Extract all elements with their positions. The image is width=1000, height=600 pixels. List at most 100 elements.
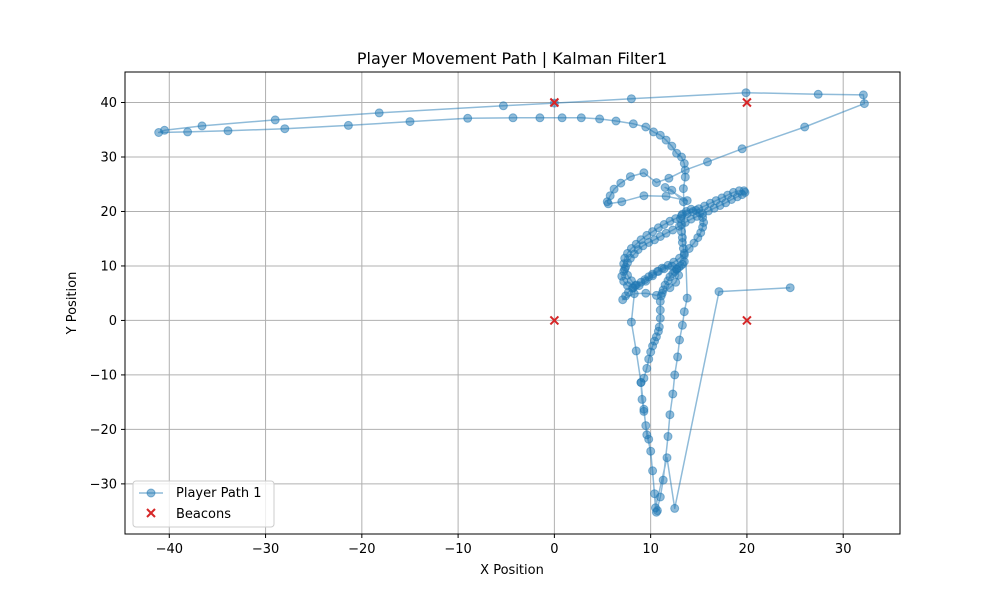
player-path-point xyxy=(626,317,636,327)
player-path-point xyxy=(741,88,751,98)
player-path-point xyxy=(649,127,658,137)
player-path-point xyxy=(648,466,658,476)
legend-label-player-path: Player Path 1 xyxy=(176,486,262,501)
y-tick-label: −20 xyxy=(90,423,117,438)
player-path-point xyxy=(651,178,661,188)
player-path-point xyxy=(800,122,810,132)
player-path-point xyxy=(675,335,684,345)
chart-title: Player Movement Path | Kalman Filter1 xyxy=(357,49,667,68)
x-tick-label: −40 xyxy=(156,542,183,557)
y-tick-label: −30 xyxy=(90,477,117,492)
player-path-point xyxy=(374,108,384,118)
player-path-point xyxy=(631,346,641,356)
player-path-point xyxy=(670,503,680,513)
series-layer xyxy=(154,88,869,517)
player-path-point xyxy=(618,295,628,305)
player-path-point xyxy=(603,199,613,209)
x-tick-label: 0 xyxy=(550,542,558,557)
player-path-point xyxy=(183,127,193,137)
player-path-point xyxy=(343,120,353,130)
player-path-point xyxy=(667,141,677,151)
player-path-point xyxy=(673,352,683,362)
player-path-point xyxy=(858,90,868,100)
legend: Player Path 1 Beacons xyxy=(132,480,275,528)
player-path-point xyxy=(661,135,671,145)
beacon-marker xyxy=(549,315,560,326)
player-path-point xyxy=(628,119,638,129)
player-path-point xyxy=(668,225,678,235)
player-path-point xyxy=(661,191,671,201)
player-path-point xyxy=(280,124,290,134)
player-path-point xyxy=(737,144,747,154)
player-path-point xyxy=(663,432,673,441)
x-axis-title: X Position xyxy=(480,563,544,578)
player-path-point xyxy=(670,370,680,380)
player-path-point xyxy=(609,184,619,194)
player-path-point xyxy=(679,307,689,317)
player-path-point xyxy=(639,404,649,414)
player-path-point xyxy=(677,320,687,330)
player-path-point xyxy=(625,172,635,182)
player-path-point xyxy=(680,165,690,175)
player-path-point xyxy=(813,89,823,99)
player-path-point xyxy=(642,430,652,440)
player-path-point xyxy=(678,184,688,194)
player-path-point xyxy=(626,94,636,104)
player-path-point xyxy=(785,283,795,293)
player-path-point xyxy=(463,113,473,123)
player-path-point xyxy=(665,283,675,293)
player-path-point xyxy=(658,475,668,485)
beacon-marker xyxy=(742,315,752,326)
x-tick-label: 30 xyxy=(835,542,852,557)
player-path-point xyxy=(655,305,665,315)
player-path-point xyxy=(641,276,651,286)
player-path-point xyxy=(665,410,675,420)
beacon-marker xyxy=(549,97,560,108)
y-tick-label: 20 xyxy=(100,205,117,220)
player-path-point xyxy=(667,261,677,271)
ticks: −40 −30 −20 −10 0 10 20 30 −30 −20 −10 0 10 20 30 40 xyxy=(90,96,852,557)
player-path-point xyxy=(557,113,567,123)
legend-marker-swatch xyxy=(146,488,156,498)
player-path-point xyxy=(617,197,627,207)
player-path-point xyxy=(508,113,518,123)
x-tick-label: −10 xyxy=(444,542,471,557)
player-path-point xyxy=(641,421,651,431)
player-path-point xyxy=(662,453,672,463)
player-path-point xyxy=(641,288,651,298)
player-path-point xyxy=(648,271,658,281)
player-path-point xyxy=(672,148,682,158)
y-tick-label: 10 xyxy=(100,259,117,274)
player-path-point xyxy=(616,178,626,188)
x-tick-label: −20 xyxy=(348,542,375,557)
player-path-point xyxy=(576,113,586,123)
player-path-point xyxy=(595,114,605,124)
player-path-point xyxy=(270,115,280,125)
player-path-point xyxy=(223,126,233,136)
player-path-point xyxy=(667,185,677,195)
player-path-point xyxy=(405,117,415,127)
y-tick-label: 40 xyxy=(100,96,117,111)
y-tick-label: 30 xyxy=(100,150,117,165)
player-path-point xyxy=(498,101,508,111)
player-path-point xyxy=(703,157,712,167)
x-tick-label: 10 xyxy=(642,542,659,557)
y-tick-label: 0 xyxy=(109,314,117,329)
player-path-point xyxy=(655,313,665,323)
y-tick-label: −10 xyxy=(90,368,117,383)
player-path-point xyxy=(657,288,667,298)
player-path-point xyxy=(651,507,661,517)
beacon-marker xyxy=(742,97,752,108)
player-path-point xyxy=(160,125,169,135)
player-path-point xyxy=(197,121,207,131)
player-path-point xyxy=(641,122,651,132)
legend-label-beacons: Beacons xyxy=(176,507,231,522)
player-path-point xyxy=(535,113,545,123)
player-path-point xyxy=(682,293,692,303)
player-path-point xyxy=(637,394,647,404)
player-path-point xyxy=(714,287,724,297)
player-path-point xyxy=(664,173,674,183)
player-path-point xyxy=(630,281,640,291)
legend-beacon-swatch xyxy=(146,508,156,518)
